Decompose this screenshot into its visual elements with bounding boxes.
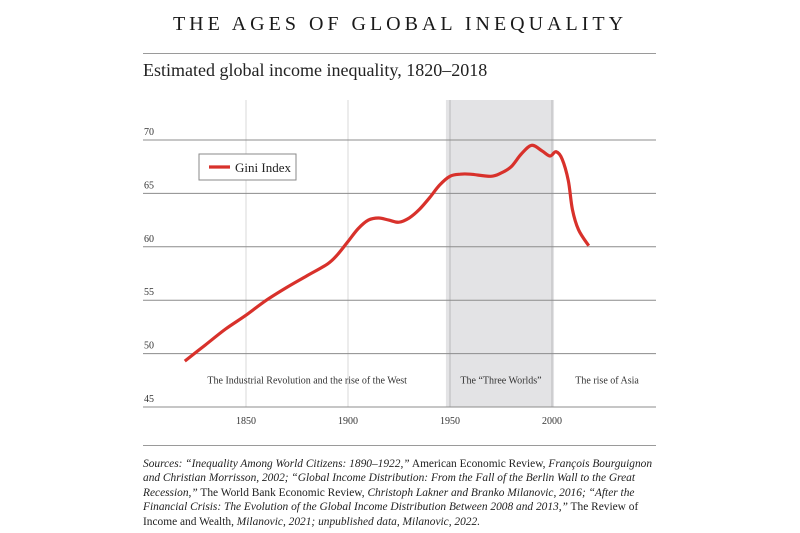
x-tick-label: 2000 [542, 416, 562, 427]
x-tick-label: 1850 [236, 416, 256, 427]
horizontal-gridlines [143, 139, 656, 408]
x-tick-label: 1900 [338, 416, 358, 427]
y-tick-label: 45 [144, 394, 154, 405]
y-tick-labels: 45 50 55 60 65 70 [144, 127, 154, 405]
era-annotation: The “Three Worlds” [460, 375, 541, 386]
shaded-region-three-worlds [445, 100, 555, 407]
page-title: THE AGES OF GLOBAL INEQUALITY [172, 13, 628, 35]
y-tick-label: 70 [144, 127, 154, 138]
sources-text-4: The World Bank Economic Review, [197, 486, 368, 499]
legend: Gini Index [198, 153, 297, 181]
y-tick-label: 50 [144, 341, 154, 352]
shaded-region-layer [445, 100, 555, 407]
era-annotations: The Industrial Revolution and the rise o… [207, 375, 639, 386]
y-tick-label: 55 [144, 287, 154, 298]
y-tick-label: 60 [144, 234, 154, 245]
title-divider [143, 53, 656, 54]
sources-note: Sources: “Inequality Among World Citizen… [143, 457, 658, 529]
sources-text-7: Milanovic, 2021; unpublished data, Milan… [236, 515, 481, 528]
sources-text-5: Christoph Lakner and Branko Milanovic, 2… [143, 486, 635, 514]
sources-text-6: The Review of Income and Wealth, [143, 501, 639, 528]
sources-text-3: François Bourguignon and Christian Morri… [143, 458, 653, 499]
sources-text-2: American Economic Review, [409, 458, 549, 470]
series-line-gini-index [183, 143, 591, 363]
legend-label-gini: Gini Index [235, 160, 291, 175]
chart-subtitle: Estimated global income inequality, 1820… [143, 60, 488, 80]
era-annotation: The Industrial Revolution and the rise o… [207, 375, 407, 386]
x-tick-labels: 1850 1900 1950 2000 [236, 416, 562, 427]
y-tick-label: 65 [144, 180, 154, 191]
series-layer [183, 143, 591, 363]
sources-divider [143, 445, 656, 446]
era-annotation: The rise of Asia [575, 375, 639, 386]
x-tick-label: 1950 [440, 416, 460, 427]
sources-text-1: Sources: “Inequality Among World Citizen… [143, 458, 410, 470]
vertical-gridlines [245, 100, 553, 407]
